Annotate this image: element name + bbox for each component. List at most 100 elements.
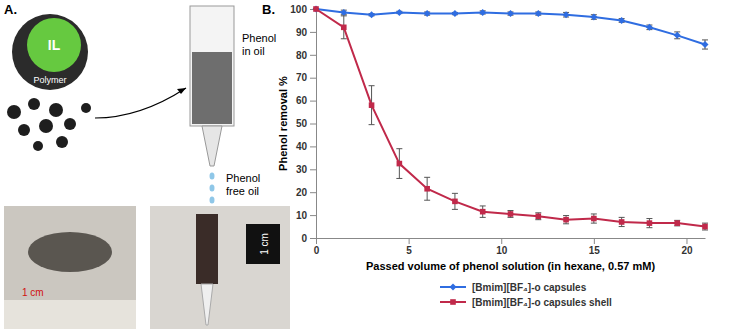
tick-label: 90: [296, 27, 308, 38]
photo: [4, 206, 136, 329]
tick-mark: [310, 124, 316, 125]
series-line: [316, 9, 705, 227]
tick: 50: [296, 118, 316, 129]
data-point: [646, 24, 653, 31]
tick: 10: [496, 238, 508, 256]
error-bar: [396, 149, 402, 179]
capsule-dot: [81, 103, 91, 113]
tick-label: 100: [290, 4, 307, 15]
data-point: [451, 10, 458, 17]
tick-mark: [310, 32, 316, 33]
column-input-label: in oil: [242, 45, 265, 57]
y-axis: 0102030405060708090100: [290, 4, 316, 244]
y-axis-title: Phenol removal %: [277, 76, 289, 171]
data-point: [674, 32, 681, 39]
capsule-dot: [49, 103, 63, 117]
legend-item: [Bmim][BF₄]-o capsules shell: [440, 297, 612, 308]
data-point: [341, 25, 347, 31]
tick: 40: [296, 141, 316, 152]
photo-column: [196, 214, 218, 284]
tick: 20: [681, 238, 693, 256]
error-bar: [563, 216, 569, 224]
data-point: [452, 199, 458, 205]
capsule-core: [27, 18, 81, 72]
capsule-dot: [33, 141, 43, 151]
photo: [150, 206, 290, 329]
data-point: [563, 11, 570, 18]
error-bar: [480, 206, 486, 217]
error-bar: [535, 213, 541, 220]
legend-marker: [450, 284, 457, 291]
tick-label: 0: [314, 245, 320, 256]
error-bar: [674, 220, 680, 225]
tick-label: 20: [296, 187, 308, 198]
data-point: [647, 220, 653, 226]
tick: 100: [290, 4, 316, 15]
tick: 30: [296, 164, 316, 175]
column-output-label: Phenol: [226, 172, 260, 184]
error-bar: [702, 40, 708, 49]
x-axis: 0 5 10 15 20: [314, 238, 706, 256]
capsule-dot: [64, 118, 76, 130]
data-point: [702, 224, 708, 230]
tick-label: 0: [301, 233, 307, 244]
data-point: [590, 14, 597, 21]
core-label: IL: [48, 37, 61, 53]
tick-label: 5: [406, 245, 412, 256]
scale-box: [246, 224, 280, 264]
error-bar: [369, 86, 375, 125]
tick-mark: [409, 238, 410, 244]
column-bed: [192, 52, 232, 124]
data-point: [368, 11, 375, 18]
drop: [210, 173, 215, 180]
error-bar: [508, 211, 514, 218]
tick: 80: [296, 50, 316, 61]
data-point: [480, 209, 486, 215]
tick: 90: [296, 27, 316, 38]
tick-mark: [594, 238, 595, 244]
data-point: [479, 9, 486, 16]
tick-mark: [310, 169, 316, 170]
tick-mark: [310, 192, 316, 193]
column-tip: [202, 126, 222, 166]
data-point: [369, 102, 375, 108]
data-point: [563, 217, 569, 223]
tick-label: 60: [296, 95, 308, 106]
data-point: [674, 220, 680, 226]
scale-label: 1 cm: [22, 287, 44, 298]
data-point: [424, 10, 431, 17]
data-point: [397, 161, 403, 167]
tick-label: 15: [589, 245, 601, 256]
drop: [210, 185, 215, 192]
legend-marker: [450, 299, 456, 305]
photo-ruler: [4, 300, 136, 329]
data-point: [535, 213, 541, 219]
capsule-shell: [12, 14, 88, 90]
legend: [Bmim][BF₄]-o capsules[Bmim][BF₄]-o caps…: [440, 282, 612, 308]
data-point: [702, 41, 709, 48]
data-point: [618, 17, 625, 24]
tick-mark: [310, 55, 316, 56]
error-bar: [619, 217, 625, 226]
error-bar: [646, 219, 652, 228]
tick-mark: [310, 101, 316, 102]
data-point: [396, 9, 403, 16]
tick: 10: [296, 210, 316, 221]
capsule-dot: [56, 136, 68, 148]
column-body: [190, 6, 234, 126]
data-point: [535, 10, 542, 17]
data-point: [507, 10, 514, 17]
arrow-head: [177, 88, 186, 94]
photo-powder: [28, 232, 112, 272]
tick: 0: [301, 233, 316, 244]
tick-mark: [686, 238, 687, 244]
tick-mark: [316, 238, 317, 244]
legend-label: [Bmim][BF₄]-o capsules shell: [472, 297, 612, 308]
tick-label: 10: [296, 210, 308, 221]
error-bar: [702, 223, 708, 230]
figure: A.ILPolymerPhenolin oilPhenolfree oil1 c…: [0, 0, 734, 331]
scale-label: 1 cm: [259, 233, 270, 255]
tick-mark: [310, 238, 316, 239]
error-bar: [452, 193, 458, 209]
error-bar: [424, 177, 430, 200]
